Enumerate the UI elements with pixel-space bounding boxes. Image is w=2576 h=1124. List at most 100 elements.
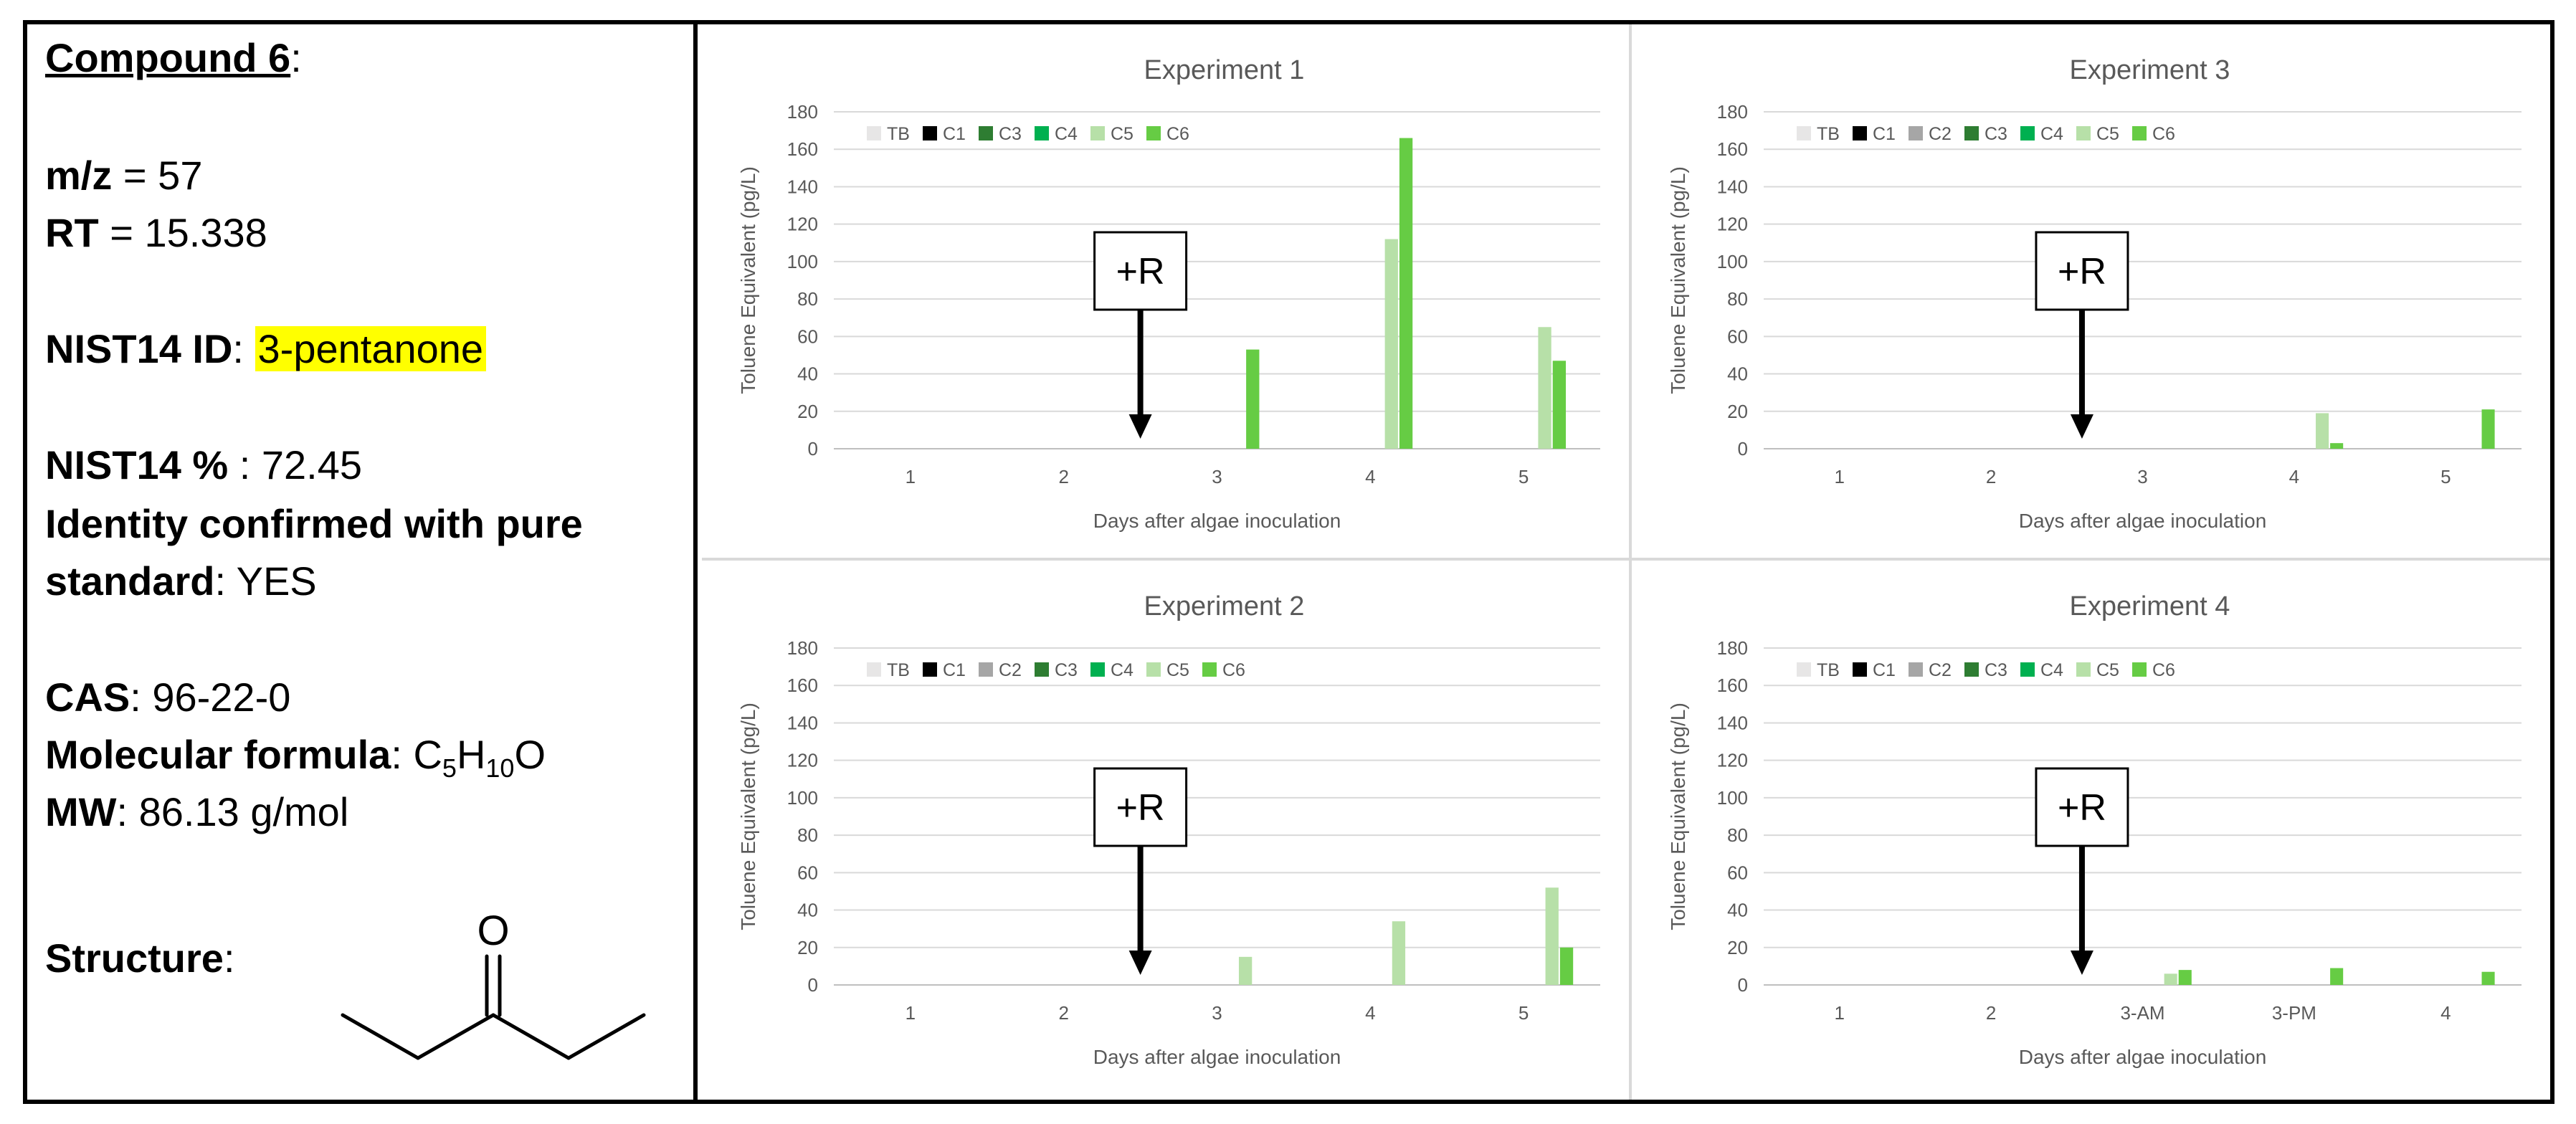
legend-label-c3: C3 (1985, 660, 2007, 680)
legend-swatch-c6 (1202, 662, 1217, 677)
compound-title-suffix: : (290, 35, 302, 80)
legend-swatch-c2 (979, 662, 993, 677)
x-tick-label: 2 (1986, 466, 1996, 487)
annotation-box (2035, 767, 2129, 847)
y-tick-label: 100 (787, 251, 818, 272)
bond-2 (416, 1013, 495, 1060)
bond-3 (491, 1013, 571, 1060)
x-tick-label: 1 (906, 466, 916, 487)
chart-svg: Experiment 4 0 20 40 60 80 100 120 140 160 180 Tolu… (1667, 591, 2522, 1068)
bar-c5 (1384, 239, 1398, 449)
cas-line: CAS: 96-22-0 (45, 674, 290, 720)
legend-swatch-tb (1797, 662, 1811, 677)
rt-line: RT = 15.338 (45, 209, 267, 256)
oxygen-atom: O (477, 908, 509, 954)
legend-swatch-c5 (1146, 662, 1161, 677)
compound-title: Compound 6 (45, 35, 291, 80)
bar-c6 (2330, 968, 2344, 985)
x-axis-label: Days after algae inoculation (2019, 1046, 2267, 1068)
legend-label-c2: C2 (1929, 124, 1952, 144)
structure-sep: : (223, 935, 235, 981)
bar-c6 (1246, 349, 1260, 449)
chart-experiment-4: Experiment 4 0 20 40 60 80 100 120 140 160 180 Tolu… (1632, 561, 2550, 1100)
nist-pct-line: NIST14 % : 72.45 (45, 442, 362, 488)
cas-label: CAS (45, 675, 130, 720)
legend-swatch-c2 (1909, 126, 1923, 140)
legend-swatch-c5 (2076, 126, 2091, 140)
y-tick-label: 60 (797, 325, 818, 347)
legend-swatch-c1 (1853, 126, 1867, 140)
legend-label-c1: C1 (1873, 124, 1896, 144)
x-tick-label: 3 (1212, 466, 1222, 487)
legend-swatch-tb (1797, 126, 1811, 140)
nist-id-value: 3-pentanone (255, 326, 487, 371)
legend-label-c3: C3 (999, 124, 1022, 144)
annotation-label: +R (2058, 251, 2106, 292)
legend-label-c2: C2 (1929, 660, 1952, 680)
legend-swatch-c4 (1035, 126, 1049, 140)
y-axis-label: Toluene Equivalent (pg/L) (737, 166, 759, 394)
bond-4 (566, 1013, 646, 1060)
legend-swatch-c1 (923, 662, 937, 677)
x-tick-label: 2 (1058, 466, 1068, 487)
nist-pct-label: NIST14 % (45, 442, 229, 487)
bar-c5 (1238, 956, 1253, 985)
rt-value: = 15.338 (98, 210, 267, 255)
y-tick-label: 120 (1717, 750, 1748, 771)
identity-line-2: standard: YES (45, 558, 317, 604)
chart-title: Experiment 2 (1144, 591, 1305, 621)
chart-title: Experiment 4 (2070, 591, 2230, 621)
legend-swatch-c4 (2020, 126, 2035, 140)
identity-label-2: standard (45, 558, 215, 604)
y-tick-label: 140 (1717, 176, 1748, 197)
x-tick-label: 5 (1518, 1002, 1529, 1024)
y-tick-label: 180 (1717, 637, 1748, 659)
y-tick-label: 0 (808, 974, 818, 996)
formula-h-sub: 10 (485, 753, 515, 784)
x-axis-label: Days after algae inoculation (1093, 510, 1341, 532)
y-tick-label: 80 (797, 824, 818, 846)
legend-swatch-tb (867, 662, 881, 677)
x-tick-label: 4 (2440, 1002, 2451, 1024)
legend-label-c5: C5 (1166, 660, 1189, 680)
legend-swatch-c3 (1964, 662, 1979, 677)
bar-c6 (2330, 443, 2344, 449)
y-tick-label: 80 (797, 288, 818, 310)
bar-c5 (1538, 327, 1551, 449)
legend-label-c4: C4 (1111, 660, 1133, 680)
annotation-arrow-head (1128, 414, 1152, 439)
formula-line: Molecular formula: C5H10O (45, 731, 546, 784)
y-axis-label: Toluene Equivalent (pg/L) (1667, 702, 1689, 930)
legend-label-c6: C6 (2152, 660, 2175, 680)
chart-svg: Experiment 3 0 20 40 60 80 100 120 140 160 180 Tolu… (1667, 55, 2522, 532)
legend-label-c4: C4 (2040, 124, 2063, 144)
legend-label-tb: TB (887, 124, 910, 144)
identity-label-1: Identity confirmed with pure (45, 501, 583, 546)
bar-c5 (2316, 413, 2329, 449)
figure-frame (23, 20, 2554, 1104)
legend-swatch-c6 (2132, 662, 2147, 677)
y-tick-label: 160 (1717, 675, 1748, 696)
y-tick-label: 40 (1727, 363, 1748, 385)
y-tick-label: 40 (1727, 900, 1748, 921)
y-tick-label: 20 (797, 937, 818, 958)
legend-label-tb: TB (887, 660, 910, 680)
legend-label-c4: C4 (1055, 124, 1078, 144)
bar-c6 (2481, 971, 2495, 985)
x-tick-label: 2 (1058, 1002, 1068, 1024)
legend-label-c5: C5 (1111, 124, 1133, 144)
y-tick-label: 180 (1717, 101, 1748, 123)
y-tick-label: 140 (1717, 712, 1748, 733)
y-tick-label: 120 (787, 750, 818, 771)
structure-line: Structure: (45, 935, 235, 981)
x-tick-label: 4 (2289, 466, 2299, 487)
y-tick-label: 0 (1738, 438, 1748, 459)
x-tick-label: 3-AM (2120, 1002, 2164, 1024)
x-tick-label: 4 (1365, 1002, 1375, 1024)
y-tick-label: 60 (1727, 325, 1748, 347)
structure-label: Structure (45, 935, 224, 981)
nist-id-sep: : (232, 326, 255, 371)
y-tick-label: 100 (1717, 251, 1748, 272)
y-tick-label: 100 (787, 787, 818, 809)
chart-title: Experiment 1 (1144, 55, 1305, 85)
